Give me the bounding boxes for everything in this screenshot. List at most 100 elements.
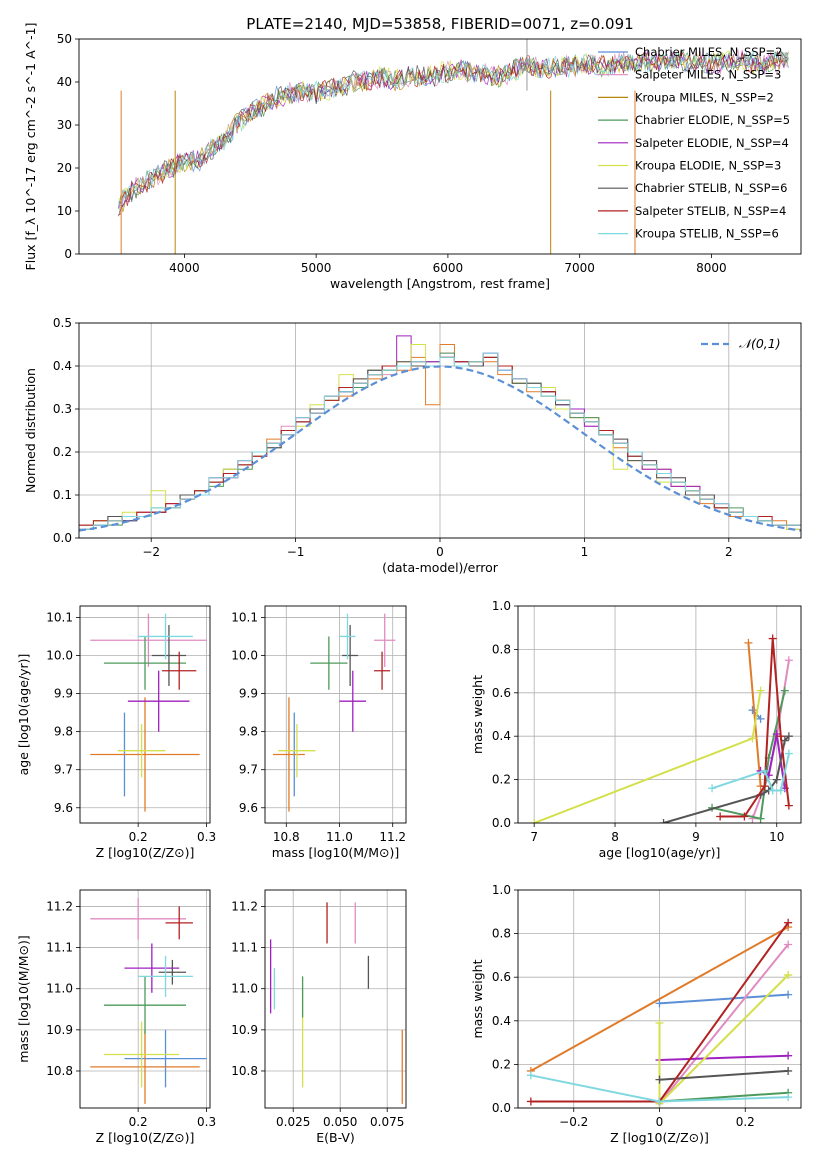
error-bar-point	[374, 613, 396, 667]
tick-label-x: 7	[530, 830, 538, 844]
tick-label-y: 10.0	[46, 648, 73, 662]
plot-area	[272, 613, 396, 812]
grid	[265, 890, 406, 1108]
tick-label-x: 0.050	[323, 1115, 357, 1129]
weight-marker	[655, 999, 664, 1008]
axis-label-x: wavelength [Angstrom, rest frame]	[330, 276, 550, 291]
plot-area	[530, 634, 793, 823]
error-bar-point	[278, 724, 316, 778]
axis-label-y: mass [log10(M/M⊙)]	[16, 935, 31, 1063]
weight-marker	[740, 812, 749, 821]
tick-label-y: 0.6	[492, 970, 511, 984]
axis-label-y: Normed distribution	[23, 368, 38, 493]
error-bar-point	[103, 976, 187, 1034]
legend-entry: Kroupa STELIB, N_SSP=6	[635, 227, 779, 241]
tick-label-y: 0.2	[492, 773, 511, 787]
error-bar-point	[124, 1029, 207, 1088]
error-bar-point	[124, 943, 180, 993]
tick-label-x: 0.2	[129, 830, 148, 844]
tick-label-y: 0.4	[53, 359, 72, 373]
axis-label-x: E(B-V)	[316, 1130, 355, 1145]
tick-label-x: 0.2	[736, 1115, 755, 1129]
weight-series	[655, 1051, 793, 1065]
axes-frame	[264, 889, 407, 1109]
weight-series	[744, 638, 765, 791]
plot-area	[269, 902, 403, 1104]
weight-marker	[784, 971, 793, 980]
axes-residual_hist: −2 −1 0 1 2 0.0 0.1 0.2 0.3 0.4 0.5 (data-model)/er…	[23, 316, 802, 575]
weight-series	[526, 1071, 793, 1106]
axis-label-y: age [log10(age/yr)]	[16, 654, 31, 776]
error-bar-point	[103, 636, 187, 690]
weight-marker	[659, 819, 668, 823]
tick-label-x: 5000	[301, 261, 332, 275]
tick-label-y: 0.6	[492, 686, 511, 700]
weight-marker	[772, 730, 781, 739]
axes-frame	[517, 605, 802, 824]
legend-entry: Chabrier ELODIE, N_SSP=5	[635, 113, 790, 127]
weight-series	[708, 749, 793, 795]
tick-label-y: 0.0	[492, 1101, 511, 1115]
tick-label-x: 11.0	[326, 830, 353, 844]
tick-label-x: 4000	[169, 261, 200, 275]
weight-line	[659, 1069, 789, 1081]
tick-label-x: 10.8	[273, 830, 300, 844]
weight-marker	[784, 801, 793, 810]
spectrum-line	[118, 50, 789, 216]
tick-label-y: 30	[57, 118, 72, 132]
tick-label-y: 0.2	[53, 445, 72, 459]
figure-title: PLATE=2140, MJD=53858, FIBERID=0071, z=0…	[246, 15, 633, 33]
error-bar-point	[165, 906, 193, 940]
weight-line	[530, 926, 789, 1072]
weight-marker	[784, 940, 793, 949]
weight-marker	[776, 732, 785, 741]
tick-label-y: 0.3	[53, 402, 72, 416]
error-bar-point	[90, 1029, 200, 1104]
tick-label-y: 11.0	[46, 982, 73, 996]
weight-series	[655, 940, 793, 1108]
error-bar-point	[310, 636, 348, 690]
tick-label-y: 0.0	[492, 816, 511, 830]
plot-area	[526, 918, 793, 1108]
weight-marker	[784, 732, 793, 741]
tick-label-y: 0.8	[492, 642, 511, 656]
weight-marker	[760, 782, 769, 791]
axes-frame	[78, 322, 802, 539]
error-bar-point	[339, 670, 367, 732]
weight-line	[747, 642, 762, 787]
tick-label-y: 0.4	[492, 729, 511, 743]
weight-series	[530, 686, 765, 823]
weight-marker	[784, 990, 793, 999]
tick-label-y: 10.0	[231, 648, 258, 662]
tick-label-y: 0.2	[492, 1057, 511, 1071]
weight-series	[655, 990, 793, 1008]
tick-label-x: 8000	[696, 261, 727, 275]
error-bar-point	[151, 625, 187, 686]
spectrum-line	[118, 50, 789, 217]
tick-label-y: 1.0	[492, 883, 511, 897]
legend-entry: Salpeter ELODIE, N_SSP=4	[635, 136, 789, 150]
error-bar-point	[90, 613, 207, 667]
error-bar-point	[339, 613, 356, 660]
weight-marker	[756, 686, 765, 695]
tick-label-y: 40	[57, 75, 72, 89]
plot-area	[118, 39, 789, 254]
tick-label-y: 0.8	[492, 927, 511, 941]
axis-label-x: Z [log10(Z/Z⊙)]	[96, 1130, 195, 1145]
weight-line	[659, 993, 789, 1005]
weight-marker	[756, 714, 765, 723]
weight-marker	[744, 638, 753, 647]
axes-weight_vs_age: 7 8 9 10 0.0 0.2 0.4 0.6 0.8 1.0 age [log10(age/yr…	[470, 599, 802, 860]
legend: Chabrier MILES, N_SSP=2 Salpeter MILES, N…	[598, 45, 790, 241]
grid	[80, 606, 210, 823]
weight-series	[655, 971, 793, 1108]
tick-label-x: 0.2	[129, 1115, 148, 1129]
axis-label-y: mass weight	[470, 959, 485, 1038]
tick-label-y: 9.7	[54, 763, 73, 777]
error-bar-point	[90, 898, 187, 940]
weight-line	[658, 974, 789, 1107]
tick-label-y: 11.2	[46, 899, 73, 913]
normal-curve	[79, 365, 801, 532]
tick-label-y: 9.6	[239, 801, 258, 815]
tick-label-y: 0.4	[492, 1014, 511, 1028]
